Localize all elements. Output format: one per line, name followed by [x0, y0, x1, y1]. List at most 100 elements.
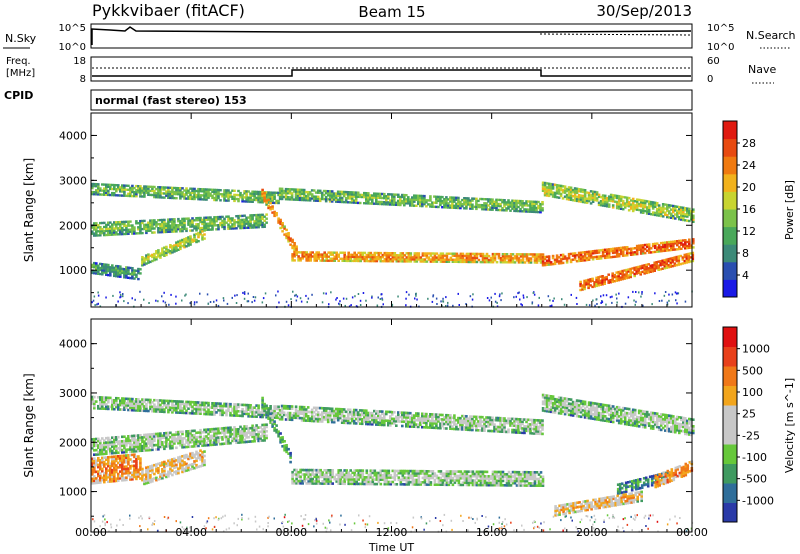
velocity-colorbar-tick-label: -100 — [742, 451, 767, 464]
power-band-8 — [541, 238, 695, 267]
power-band-2 — [91, 182, 280, 205]
nsearch-label: N.Search — [746, 29, 796, 42]
power-ytick-label: 3000 — [59, 174, 87, 187]
power-plot-area — [91, 113, 692, 307]
velocity-colorbar-tick-label: -25 — [742, 429, 760, 442]
velocity-colorbar-tick-label: 100 — [742, 386, 763, 399]
velocity-xlabel: Time UT — [368, 541, 414, 554]
power-colorbar-swatch-6 — [723, 173, 737, 192]
velocity-ytick-label: 4000 — [59, 338, 87, 351]
power-colorbar-tick-label: 4 — [742, 269, 749, 282]
velocity-xtick-label: 00:00 — [75, 526, 107, 539]
velocity-xtick-label: 20:00 — [576, 526, 608, 539]
power-colorbar-tick-label: 20 — [742, 181, 756, 194]
power-band-4 — [261, 188, 298, 256]
velocity-colorbar: 1000 500 100 25 -25 -100 -500 -1000 Velocity [m … — [722, 326, 796, 523]
power-colorbar-swatch-4 — [723, 209, 737, 228]
radar-title: Pykkvibaer (fitACF) — [92, 1, 245, 20]
power-ytick-label: 1000 — [59, 264, 87, 277]
velocity-data-cells — [91, 393, 695, 533]
velocity-xtick-label: 08:00 — [275, 526, 307, 539]
velocity-colorbar-label: Velocity [m s^-1] — [783, 378, 796, 473]
velocity-band-9 — [554, 490, 643, 517]
power-ytick-label: 4000 — [59, 129, 87, 142]
nsky-strip-frame — [90, 23, 693, 49]
velocity-colorbar-swatch-0 — [723, 502, 737, 523]
velocity-colorbar-swatch-2 — [723, 463, 737, 484]
freq-lines — [92, 67, 691, 77]
power-panel: 1000 2000 3000 4000 Slant Range [km] 4 8 12 16 20… — [22, 112, 796, 309]
freq-label-2: [MHz] — [6, 68, 35, 79]
nave-label: Nave — [748, 63, 776, 76]
power-colorbar-swatch-5 — [723, 191, 737, 210]
power-band-1 — [91, 213, 268, 237]
velocity-ytick-label: 2000 — [59, 436, 87, 449]
velocity-colorbar-swatch-9 — [723, 327, 737, 347]
power-colorbar-swatch-2 — [723, 244, 737, 263]
power-band-5 — [291, 251, 545, 264]
freq-tick-top: 18 — [73, 56, 86, 67]
velocity-band-0 — [91, 453, 142, 485]
power-colorbar-swatch-9 — [723, 121, 737, 140]
velocity-ytick-label: 1000 — [59, 486, 87, 499]
velocity-xtick-label: 04:00 — [175, 526, 207, 539]
power-colorbar-swatch-1 — [723, 261, 737, 280]
velocity-colorbar-swatch-4 — [723, 424, 737, 445]
nave-tick-bottom: 0 — [707, 74, 713, 85]
power-colorbar-swatch-0 — [723, 279, 737, 298]
power-ylabel: Slant Range [km] — [22, 158, 36, 262]
power-band-7 — [541, 181, 695, 223]
power-colorbar: 4 8 12 16 20 24 28 Power [dB] — [722, 120, 796, 298]
velocity-band-3 — [141, 449, 206, 486]
velocity-colorbar-swatch-5 — [723, 405, 737, 425]
velocity-band-5 — [291, 468, 545, 487]
velocity-colorbar-frame — [722, 326, 738, 523]
nsky-tick-bottom: 10^0 — [59, 42, 86, 53]
nsky-tick-top: 10^5 — [59, 23, 86, 34]
power-colorbar-tick-label: 12 — [742, 225, 756, 238]
freq-label-1: Freq. — [6, 56, 31, 67]
power-band-3 — [141, 229, 206, 267]
freq-strip-frame — [90, 56, 693, 82]
velocity-xtick-label: 00:00 — [676, 526, 708, 539]
velocity-colorbar-swatch-3 — [723, 444, 737, 464]
nsearch-tick-top: 10^5 — [707, 23, 734, 34]
nsky-trace — [91, 26, 692, 45]
power-colorbar-label: Power [dB] — [783, 180, 796, 240]
velocity-colorbar-tick-label: -500 — [742, 473, 767, 486]
power-band-0 — [91, 261, 142, 281]
power-colorbar-swatch-7 — [723, 156, 737, 175]
freq-tick-bottom: 8 — [80, 74, 86, 85]
power-colorbar-swatch-8 — [723, 138, 737, 157]
velocity-band-10 — [654, 460, 694, 489]
power-colorbar-swatch-3 — [723, 226, 737, 245]
power-colorbar-tick-label: 16 — [742, 203, 756, 216]
power-colorbar-tick-label: 24 — [742, 159, 756, 172]
velocity-ytick-label: 3000 — [59, 387, 87, 400]
velocity-colorbar-tick-label: -1000 — [742, 494, 774, 507]
power-near-range-noise — [91, 290, 693, 309]
velocity-xtick-label: 12:00 — [376, 526, 408, 539]
power-band-9 — [579, 251, 695, 292]
velocity-band-1 — [91, 423, 268, 456]
velocity-ylabel: Slant Range [km] — [22, 373, 36, 477]
velocity-colorbar-tick-label: 1000 — [742, 343, 770, 356]
nave-tick-top: 60 — [707, 56, 720, 67]
velocity-band-7 — [541, 393, 695, 437]
velocity-colorbar-tick-label: 25 — [742, 408, 756, 421]
power-data-cells — [91, 181, 695, 309]
velocity-xtick-label: 16:00 — [476, 526, 508, 539]
power-colorbar-tick-label: 28 — [742, 137, 756, 150]
velocity-colorbar-swatch-6 — [723, 385, 737, 406]
nsky-lines — [91, 26, 692, 45]
cpid-label: CPID — [4, 89, 33, 102]
nsky-label: N.Sky — [5, 32, 37, 45]
nsearch-trace — [539, 33, 692, 36]
velocity-colorbar-tick-label: 500 — [742, 364, 763, 377]
nsearch-tick-bottom: 10^0 — [707, 42, 734, 53]
beam-label: Beam 15 — [358, 3, 425, 21]
power-ytick-label: 2000 — [59, 219, 87, 232]
velocity-colorbar-swatch-1 — [723, 483, 737, 503]
